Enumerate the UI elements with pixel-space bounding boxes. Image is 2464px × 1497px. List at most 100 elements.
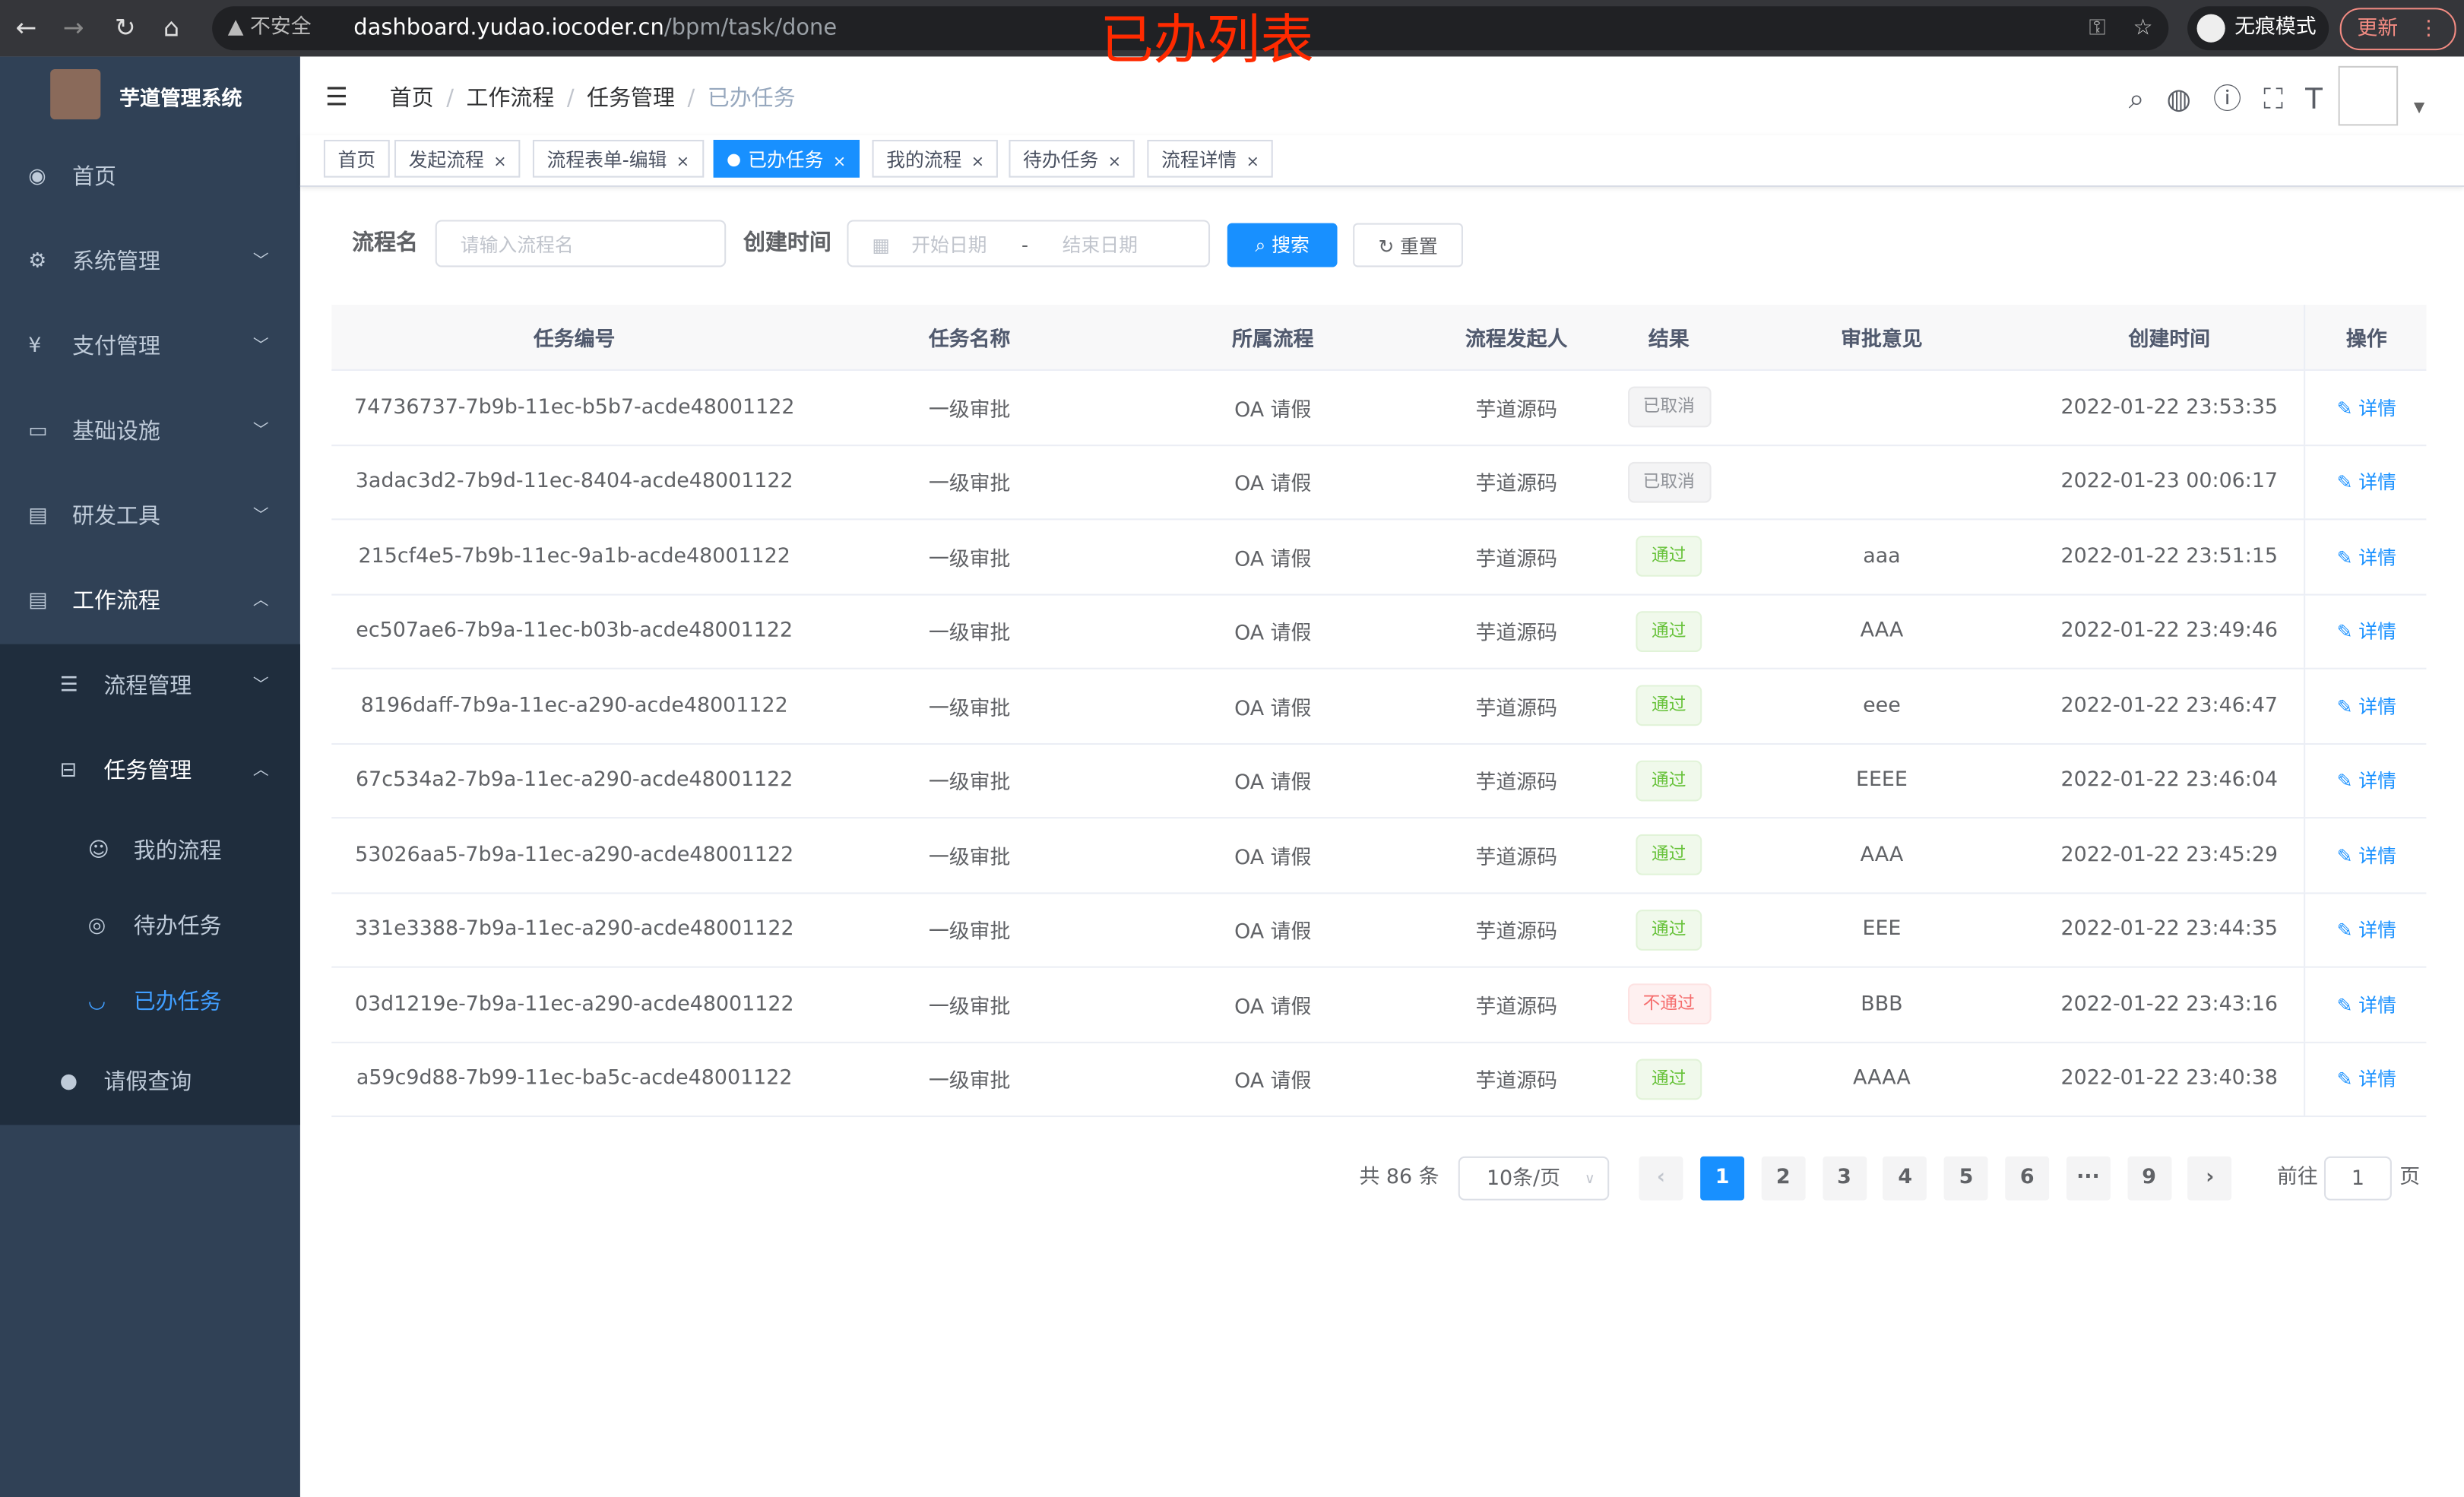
page-button[interactable]: 4 — [1883, 1156, 1927, 1201]
name-label: 流程名 — [352, 230, 418, 257]
tag-todo[interactable]: 待办任务 × — [1009, 140, 1135, 178]
close-icon[interactable]: × — [971, 153, 985, 172]
page-button[interactable]: 6 — [2005, 1156, 2050, 1201]
sidebar-item-pay[interactable]: ¥ 支付管理 ﹀ — [0, 305, 300, 390]
table-cell: a59c9d88-7b99-11ec-ba5c-acde48001122 — [356, 1067, 793, 1091]
star-icon[interactable]: ☆ — [2133, 15, 2153, 41]
caret-down-icon[interactable]: ▼ — [2413, 100, 2425, 117]
search-button[interactable]: ⌕ 搜索 — [1227, 223, 1338, 267]
edit-icon: ✎ — [2336, 471, 2359, 494]
process-name-input[interactable]: 请输入流程名 — [435, 220, 727, 267]
sidebar-item-tools[interactable]: ▤ 研发工具 ﹀ — [0, 474, 300, 559]
browser-toolbar: ← → ↻ ⌂ ▲ 不安全 dashboard.yudao.iocoder.cn… — [0, 0, 2464, 57]
table-cell: 芋道源码 — [1475, 398, 1557, 423]
close-icon[interactable]: × — [1107, 153, 1122, 172]
avatar[interactable] — [2338, 65, 2399, 126]
close-icon[interactable]: × — [1246, 153, 1259, 172]
page-button[interactable]: 2 — [1761, 1156, 1806, 1201]
page-size-select[interactable]: 10条/页 ∨ — [1458, 1156, 1610, 1201]
status-badge: 通过 — [1636, 834, 1702, 876]
edit-icon: ✎ — [2336, 695, 2359, 718]
tag-process-detail[interactable]: 流程详情 × — [1147, 140, 1274, 178]
home-icon[interactable]: ⌂ — [163, 12, 180, 43]
tag-my-process[interactable]: 我的流程 × — [872, 140, 999, 178]
help-icon[interactable]: ⓘ — [2212, 83, 2242, 117]
detail-button[interactable]: ✎ 详情 — [2336, 770, 2396, 793]
close-icon[interactable]: × — [493, 153, 507, 172]
more-icon: ⋮ — [2418, 17, 2439, 41]
column-header: 任务编号 — [533, 328, 616, 353]
update-button[interactable]: 更新 ⋮ — [2339, 8, 2456, 51]
fullscreen-icon[interactable]: ⛶ — [2263, 83, 2284, 117]
close-icon[interactable]: × — [832, 153, 847, 172]
tag-home[interactable]: 首页 — [323, 140, 390, 178]
prev-page-button[interactable]: ‹ — [1639, 1156, 1683, 1201]
sidebar-item-process-manage[interactable]: ☰ 流程管理 ﹀ — [0, 644, 300, 730]
sidebar-item-task-manage[interactable]: ⊟ 任务管理 ︿ — [0, 729, 300, 814]
detail-button[interactable]: ✎ 详情 — [2336, 1068, 2396, 1091]
tag-form-edit[interactable]: 流程表单-编辑 × — [532, 140, 704, 178]
sidebar-item-done[interactable]: ◡ 已办任务 — [0, 965, 300, 1040]
github-icon[interactable]: ◍ — [2166, 83, 2192, 117]
key-icon[interactable]: ⚿ — [2089, 15, 2106, 41]
table-cell: OA 请假 — [1234, 1070, 1312, 1094]
detail-button[interactable]: ✎ 详情 — [2336, 994, 2396, 1017]
detail-button[interactable]: ✎ 详情 — [2336, 919, 2396, 942]
sidebar-item-workflow[interactable]: ▤ 工作流程 ︿ — [0, 559, 300, 644]
date-range-picker[interactable]: ▦ 开始日期 - 结束日期 — [847, 220, 1211, 267]
breadcrumb-item[interactable]: 首页 — [389, 86, 434, 112]
sidebar-item-leave[interactable]: ● 请假查询 — [0, 1040, 300, 1125]
gear-icon: ⚙ — [28, 249, 47, 274]
table-row: 215cf4e5-7b9b-11ec-9a1b-acde48001122 一级审批… — [331, 520, 2427, 595]
breadcrumb-item[interactable]: 任务管理 — [587, 86, 675, 112]
reload-icon[interactable]: ↻ — [114, 12, 136, 43]
detail-button[interactable]: ✎ 详情 — [2336, 471, 2396, 494]
table-cell: OA 请假 — [1234, 846, 1312, 870]
sidebar-item-home[interactable]: ◉ 首页 — [0, 135, 300, 220]
page-button[interactable]: ··· — [2066, 1156, 2111, 1201]
table-cell: 芋道源码 — [1475, 1070, 1557, 1094]
tag-done[interactable]: 已办任务 × — [713, 140, 860, 178]
chevron-up-icon: ︿ — [252, 592, 269, 610]
table-row: 331e3388-7b9a-11ec-a290-acde48001122 一级审批… — [331, 893, 2427, 968]
table-cell: OA 请假 — [1234, 548, 1312, 572]
font-size-icon[interactable]: T — [2305, 83, 2323, 117]
detail-button[interactable]: ✎ 详情 — [2336, 546, 2396, 568]
incognito-badge[interactable]: 无痕模式 — [2187, 6, 2329, 51]
page-button[interactable]: 1 — [1700, 1156, 1745, 1201]
table-cell: AAA — [1860, 619, 1904, 644]
table-cell: 2022-01-22 23:46:47 — [2060, 694, 2279, 718]
column-header: 任务名称 — [928, 328, 1011, 353]
page-button[interactable]: 5 — [1944, 1156, 1988, 1201]
table-cell: 一级审批 — [928, 622, 1011, 647]
search-icon: ⌕ — [1255, 234, 1272, 257]
sidebar-item-system[interactable]: ⚙ 系统管理 ﹀ — [0, 220, 300, 305]
goto-page-input[interactable]: 1 — [2323, 1156, 2392, 1201]
detail-button[interactable]: ✎ 详情 — [2336, 621, 2396, 644]
search-icon[interactable]: ⌕ — [2128, 83, 2145, 117]
close-icon[interactable]: × — [676, 153, 690, 172]
sidebar-logo[interactable]: 芋道管理系统 — [0, 56, 300, 135]
table-cell: 2022-01-23 00:06:17 — [2060, 470, 2279, 494]
forward-icon[interactable]: → — [62, 12, 84, 43]
table-cell: 芋道源码 — [1475, 921, 1557, 945]
tag-start-process[interactable]: 发起流程 × — [394, 140, 521, 178]
hamburger-icon[interactable]: ☰ — [325, 81, 348, 112]
table-row: 03d1219e-7b9a-11ec-a290-acde48001122 一级审批… — [331, 967, 2427, 1043]
detail-button[interactable]: ✎ 详情 — [2336, 695, 2396, 718]
table-cell: OA 请假 — [1234, 995, 1312, 1020]
detail-button[interactable]: ✎ 详情 — [2336, 397, 2396, 419]
person-icon: ● — [59, 1070, 78, 1094]
sidebar-item-infra[interactable]: ▭ 基础设施 ﹀ — [0, 390, 300, 475]
page-button[interactable]: 3 — [1822, 1156, 1867, 1201]
next-page-button[interactable]: › — [2187, 1156, 2232, 1201]
address-bar[interactable]: ▲ 不安全 dashboard.yudao.iocoder.cn/bpm/tas… — [212, 6, 2169, 51]
sidebar-item-todo[interactable]: ◎ 待办任务 — [0, 889, 300, 964]
detail-button[interactable]: ✎ 详情 — [2336, 844, 2396, 867]
page-button[interactable]: 9 — [2127, 1156, 2171, 1201]
back-icon[interactable]: ← — [15, 12, 37, 43]
sidebar-item-my-process[interactable]: ☺ 我的流程 — [0, 814, 300, 889]
table-cell: EEE — [1862, 917, 1902, 942]
reset-button[interactable]: ↻ 重置 — [1353, 223, 1463, 267]
breadcrumb-item[interactable]: 工作流程 — [466, 86, 555, 112]
